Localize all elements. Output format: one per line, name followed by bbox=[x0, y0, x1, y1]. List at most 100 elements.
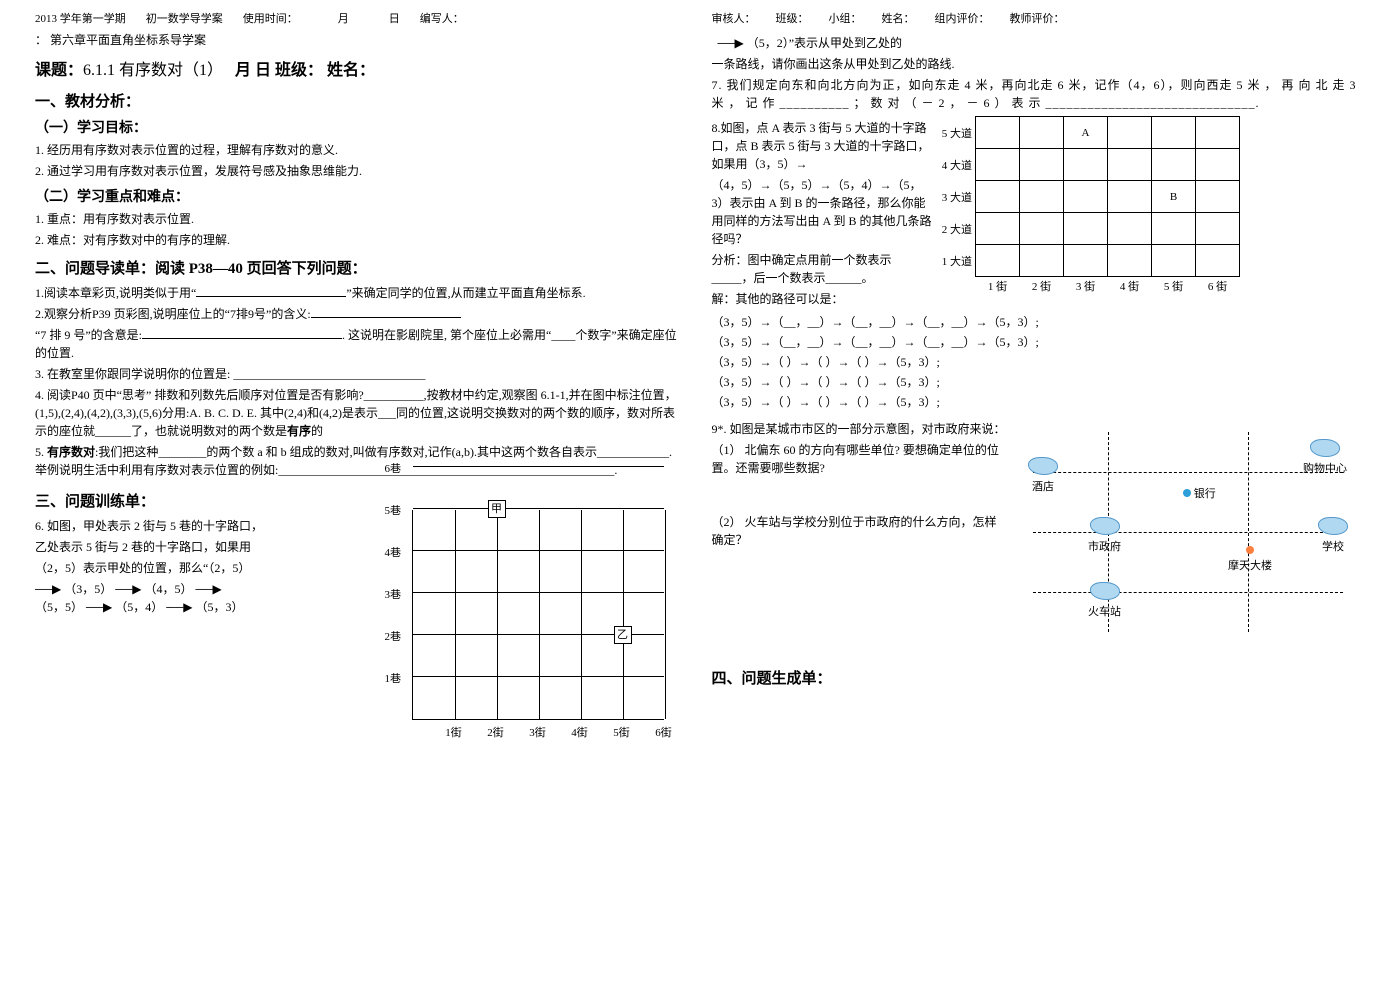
q8a: 8.如图，点 A 表示 3 街与 5 大道的十字路口，点 B 表示 5 街与 3… bbox=[712, 119, 932, 173]
goal-1: 1. 经历用有序数对表示位置的过程，理解有序数对的意义. bbox=[35, 141, 682, 159]
x-axis-label: 3街 bbox=[529, 724, 546, 740]
x-axis-label: 4街 bbox=[571, 724, 588, 740]
table-cell bbox=[1064, 245, 1108, 277]
q6-line3: （2，5）表示甲处的位置，那么“（2，5） bbox=[35, 559, 372, 577]
table-cell bbox=[1152, 117, 1196, 149]
table-cell bbox=[1152, 149, 1196, 181]
col-label: 3 街 bbox=[1064, 277, 1108, 295]
x-axis-label: 2街 bbox=[487, 724, 504, 740]
school-label: 学校 bbox=[1322, 541, 1344, 553]
table-cell bbox=[976, 117, 1020, 149]
x-axis-label: 6街 bbox=[655, 724, 672, 740]
q3: 3. 在教室里你跟同学说明你的位置是: ____________________… bbox=[35, 365, 682, 383]
gov-label: 市政府 bbox=[1088, 541, 1121, 553]
class: 班级： bbox=[776, 10, 809, 26]
q4: 4. 阅读P40 页中“思考” 排数和列数先后顺序对位置是否有影响?______… bbox=[35, 386, 682, 440]
col-label: 4 街 bbox=[1108, 277, 1152, 295]
goal-2: 2. 通过学习用有序数对表示位置，发展符号感及抽象思维能力. bbox=[35, 162, 682, 180]
table-cell bbox=[1020, 181, 1064, 213]
table-cell bbox=[976, 245, 1020, 277]
q6-path: ──▶ （3，5） ──▶ （4，5） ──▶ （5，5） ──▶ （5，4） … bbox=[35, 580, 372, 616]
subject: 初一数学导学案 bbox=[146, 10, 223, 26]
table-cell bbox=[1108, 181, 1152, 213]
section-3: 三、问题训练单： bbox=[35, 490, 372, 511]
title-text: 6.1.1 有序数对（1） bbox=[83, 62, 223, 79]
group: 小组： bbox=[829, 10, 862, 26]
table-cell bbox=[976, 181, 1020, 213]
path-line: （3，5）→（ ）→（ ）→（ ）→（5，3）; bbox=[712, 373, 1359, 391]
writer: 编写人： bbox=[420, 10, 464, 26]
name: 姓名： bbox=[882, 10, 915, 26]
header-right: 审核人： 班级： 小组： 姓名： 组内评价： 教师评价： bbox=[712, 10, 1359, 26]
tower-label: 摩天大楼 bbox=[1228, 560, 1272, 572]
y-axis-label: 5巷 bbox=[385, 502, 402, 518]
table-cell bbox=[1196, 213, 1240, 245]
table-cell bbox=[1196, 181, 1240, 213]
section-3-row: 三、问题训练单： 6. 如图，甲处表示 2 街与 5 巷的十字路口， 乙处表示 … bbox=[35, 482, 682, 742]
eval1: 组内评价： bbox=[935, 10, 990, 26]
y-axis-label: 3巷 bbox=[385, 586, 402, 602]
q8d: 解：其他的路径可以是： bbox=[712, 290, 932, 308]
usetime: 使用时间：月日 bbox=[243, 10, 400, 26]
col-label: 5 街 bbox=[1152, 277, 1196, 295]
y-axis-label: 2巷 bbox=[385, 628, 402, 644]
row-label: 5 大道 bbox=[942, 117, 976, 149]
lesson-title: 课题：6.1.1 有序数对（1） 月 日 班级： 姓名： bbox=[35, 56, 682, 80]
term: 2013 学年第一学期 bbox=[35, 10, 126, 26]
right-table-wrap: 5 大道A4 大道3 大道B2 大道1 大道1 街2 街3 街4 街5 街6 街 bbox=[942, 116, 1241, 295]
header-left: 2013 学年第一学期 初一数学导学案 使用时间：月日 编写人： bbox=[35, 10, 682, 26]
station-label: 火车站 bbox=[1088, 606, 1121, 618]
mall-label: 购物中心 bbox=[1303, 463, 1347, 475]
goal-heading: （一）学习目标： bbox=[35, 117, 682, 137]
table-cell bbox=[1196, 245, 1240, 277]
street-grid-chart: 甲乙 1街2街3街4街5街6街1巷2巷3巷4巷5巷6巷 bbox=[382, 482, 682, 742]
table-cell bbox=[1108, 149, 1152, 181]
focus-2: 2. 难点：对有序数对中的有序的理解. bbox=[35, 231, 682, 249]
col-label: 6 街 bbox=[1196, 277, 1240, 295]
x-axis-label: 1街 bbox=[445, 724, 462, 740]
table-cell bbox=[976, 149, 1020, 181]
eval2: 教师评价： bbox=[1010, 10, 1065, 26]
table-cell bbox=[1020, 213, 1064, 245]
table-cell bbox=[1108, 117, 1152, 149]
path-line: （3，5）→（ ）→（ ）→（ ）→（5，3）; bbox=[712, 353, 1359, 371]
right-top-arrow: ──▶ （5，2）”表示从甲处到乙处的 bbox=[712, 34, 1359, 52]
col-label: 2 街 bbox=[1020, 277, 1064, 295]
grid-marker: 甲 bbox=[488, 500, 506, 518]
q9b: （1） 北偏东 60 的方向有哪些单位? 要想确定单位的位置。还需要哪些数据? bbox=[712, 441, 1009, 477]
table-cell bbox=[1064, 181, 1108, 213]
q2b: “7 排 9 号”的含意是:. 这说明在影剧院里, 第个座位上必需用“____个… bbox=[35, 326, 682, 362]
table-cell bbox=[976, 213, 1020, 245]
q6-line2: 乙处表示 5 街与 2 巷的十字路口，如果用 bbox=[35, 538, 372, 556]
path-line: （3，5）→（__，__）→（__，__）→（__，__）→（5，3）; bbox=[712, 313, 1359, 331]
table-cell bbox=[1196, 149, 1240, 181]
table-cell bbox=[1196, 117, 1240, 149]
q9c: （2） 火车站与学校分别位于市政府的什么方向，怎样确定？ bbox=[712, 513, 1009, 549]
table-cell bbox=[1152, 213, 1196, 245]
focus-1: 1. 重点：用有序数对表示位置. bbox=[35, 210, 682, 228]
path-answers: （3，5）→（__，__）→（__，__）→（__，__）→（5，3）; （3，5… bbox=[712, 313, 1359, 411]
table-cell bbox=[1020, 117, 1064, 149]
hotel-label: 酒店 bbox=[1032, 481, 1054, 493]
title-prefix: 课题： bbox=[35, 62, 83, 79]
table-cell bbox=[1020, 149, 1064, 181]
q5: 5. 有序数对:我们把这种________的两个数 a 和 b 组成的数对,叫做… bbox=[35, 443, 682, 479]
street-avenue-table: 5 大道A4 大道3 大道B2 大道1 大道1 街2 街3 街4 街5 街6 街 bbox=[942, 116, 1241, 295]
bank-label: 银行 bbox=[1194, 488, 1216, 500]
row-label: 2 大道 bbox=[942, 213, 976, 245]
table-cell bbox=[1064, 149, 1108, 181]
right-column: 审核人： 班级： 小组： 姓名： 组内评价： 教师评价： ──▶ （5，2）”表… bbox=[697, 10, 1374, 742]
y-axis-label: 4巷 bbox=[385, 544, 402, 560]
q1: 1.阅读本章彩页,说明类似于用“”来确定同学的位置,从而建立平面直角坐标系. bbox=[35, 284, 682, 302]
path-line: （3，5）→（ ）→（ ）→（ ）→（5，3）; bbox=[712, 393, 1359, 411]
chapter-line: ： 第六章平面直角坐标系导学案 bbox=[35, 31, 682, 48]
section-1: 一、教材分析： bbox=[35, 90, 682, 111]
section-2: 二、问题导读单：阅读 P38—40 页回答下列问题： bbox=[35, 257, 682, 278]
table-cell bbox=[1020, 245, 1064, 277]
q9a: 9*. 如图是某城市市区的一部分示意图，对市政府来说： bbox=[712, 420, 1009, 438]
section-4: 四、问题生成单： bbox=[712, 667, 1359, 688]
page: 2013 学年第一学期 初一数学导学案 使用时间：月日 编写人： ： 第六章平面… bbox=[0, 0, 1393, 752]
q8b: （4，5）→（5，5）→（5，4）→（5，3）表示由 A 到 B 的一条路径，那… bbox=[712, 176, 932, 248]
right-top-2: 一条路线，请你画出这条从甲处到乙处的路线. bbox=[712, 55, 1359, 73]
path-line: （3，5）→（__，__）→（__，__）→（__，__）→（5，3）; bbox=[712, 333, 1359, 351]
